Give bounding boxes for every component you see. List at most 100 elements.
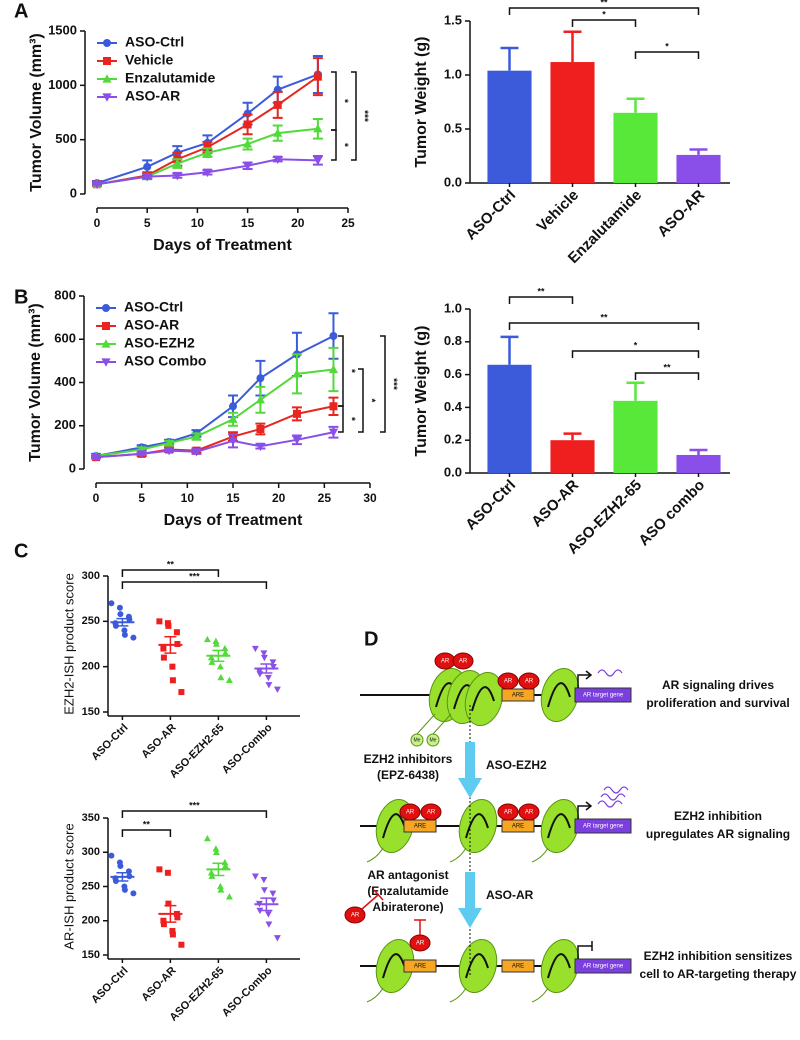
me-mark [410,733,424,747]
marker [217,673,225,681]
y-tick-label: 500 [55,131,77,146]
dna-wrap [382,953,406,979]
legend-label: ASO-Ctrl [124,299,183,315]
x-tick-label: 15 [241,216,255,230]
ar-protein [344,906,366,924]
step-label: Abiraterone) [372,900,443,914]
ar-label: AR [525,679,534,685]
marker [313,156,323,166]
marker [164,438,174,447]
bracket [121,829,172,837]
marker [130,634,137,641]
marker [208,658,216,665]
bracket [121,581,268,589]
tail [366,847,384,863]
annotation: ** [537,286,545,296]
ar-protein [420,803,442,821]
y-tick-label: 200 [82,915,100,927]
bracket [121,569,220,577]
marker [228,414,238,423]
dna-wrap [382,813,406,839]
marker [212,640,220,647]
legend-label: ASO Combo [124,353,206,369]
step-label: (Enzalutamide [367,884,449,898]
marker [164,869,171,876]
marker [228,437,238,446]
marker [265,682,273,689]
marker [260,887,268,894]
bracket [351,71,357,161]
ar-label: AR [416,941,425,947]
bracket [571,350,700,358]
y-axis-label: Tumor Volume (mm³) [27,303,44,462]
inhibit [361,889,384,910]
marker [243,139,253,148]
ar-protein [497,672,519,690]
marker [313,72,322,81]
y-tick-label: 200 [54,417,76,432]
marker [160,921,167,928]
x-tick-label: ASO-AR [139,722,178,761]
marker [130,890,137,897]
marker [328,428,339,438]
marker [251,873,259,880]
marker [225,893,233,900]
target-gene [574,958,632,974]
annotation: * [338,143,349,147]
marker [121,886,128,893]
x-tick-label: ASO-Combo [220,964,275,1019]
marker [256,907,264,915]
y-tick-label: 1000 [48,77,77,92]
x-tick-label: 20 [291,216,305,230]
marker [178,941,185,948]
step-label: EZH2 inhibitors [364,752,453,766]
x-tick-label: ASO-Ctrl [462,187,519,244]
transcript [600,793,626,801]
marker [165,622,172,629]
marker [264,911,272,918]
x-tick-label: 20 [272,491,286,505]
bracket [508,296,574,304]
marker [292,409,301,418]
marker [273,935,281,942]
x-tick-label: ASO-Ctrl [89,722,130,763]
nucleosome [464,672,504,726]
marker [169,663,176,670]
marker [216,663,224,670]
y-axis-label: Tumor Weight (g) [413,326,430,457]
marker [256,424,265,433]
annotation: * [365,399,376,403]
x-tick-label: ASO-AR [139,965,178,1004]
dna-wrap [465,813,489,839]
sem-bar [164,635,177,654]
are-box [501,959,535,973]
y-tick-label: 800 [54,287,76,302]
nucleosome [458,799,498,853]
y-tick-label: 0 [70,185,77,200]
marker [292,436,302,445]
marker [101,339,111,348]
bracket [634,51,700,59]
annotation: * [634,340,638,350]
ar-protein [399,803,421,821]
marker [212,845,220,852]
bar [487,364,532,473]
marker [255,395,265,404]
transcript [603,786,629,794]
marker [202,168,213,178]
marker [108,600,115,607]
y-axis-label: Tumor Volume (mm³) [28,33,45,192]
marker [260,650,268,657]
ar-label: AR [441,659,450,665]
marker [165,900,172,907]
bar [613,400,658,473]
are-box [403,819,437,833]
x-tick-label: ASO-AR [528,477,582,531]
marker [102,93,112,102]
are-box [501,688,535,702]
marker [328,364,339,374]
series-line [95,368,334,458]
marker [212,637,220,644]
bracket [331,71,337,131]
x-tick-label: 25 [341,216,355,230]
